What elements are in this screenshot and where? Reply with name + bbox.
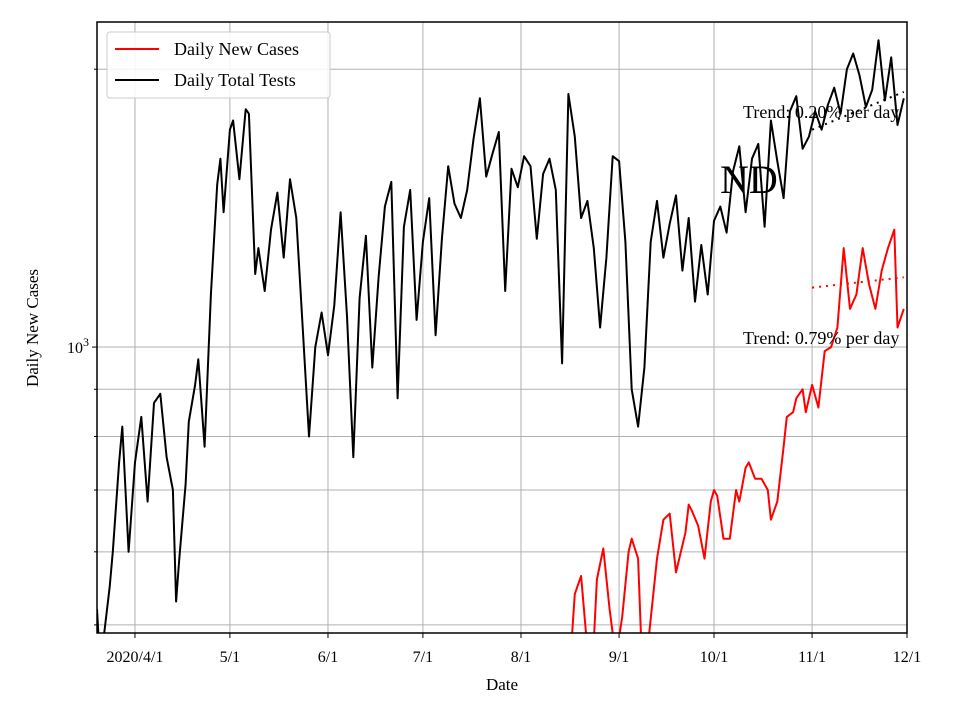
- x-tick-label: 8/1: [511, 649, 531, 666]
- legend-box: [106, 31, 331, 99]
- trend-line-daily-total-tests: [811, 90, 905, 131]
- grid: [97, 22, 908, 633]
- legend: Daily New Cases Daily Total Tests: [106, 31, 331, 99]
- x-tick-label: 2020/4/1: [107, 649, 164, 666]
- series-line-daily-new-cases: [571, 228, 905, 633]
- axis-ticks: 2020/4/1 5/1 6/1 7/1 8/1 9/1 10/1 11/1 12/1 103: [67, 68, 921, 666]
- x-tick-label: 6/1: [318, 649, 338, 666]
- x-tick-label: 11/1: [798, 649, 826, 666]
- y-tick-exponent: 3: [83, 335, 89, 349]
- x-tick-label: 10/1: [700, 649, 728, 666]
- trend-line-daily-new-cases: [811, 276, 904, 289]
- series-line-daily-total-tests: [97, 39, 905, 633]
- series-layer: [97, 39, 905, 633]
- legend-label-daily-new-cases: Daily New Cases: [174, 39, 299, 59]
- legend-label-daily-total-tests: Daily Total Tests: [174, 70, 296, 90]
- y-tick-label: 103: [67, 335, 89, 357]
- x-tick-label: 5/1: [220, 649, 240, 666]
- state-label: ND: [720, 157, 778, 202]
- tests-trend-annotation: Trend: 0.20% per day: [743, 102, 899, 122]
- x-tick-label: 7/1: [413, 649, 433, 666]
- x-axis-label: Date: [486, 675, 518, 694]
- cases-trend-annotation: Trend: 0.79% per day: [743, 328, 899, 348]
- y-axis-label: Daily New Cases: [23, 269, 42, 387]
- x-tick-label: 9/1: [609, 649, 629, 666]
- plot-frame: [96, 21, 908, 634]
- x-tick-label: 12/1: [893, 649, 921, 666]
